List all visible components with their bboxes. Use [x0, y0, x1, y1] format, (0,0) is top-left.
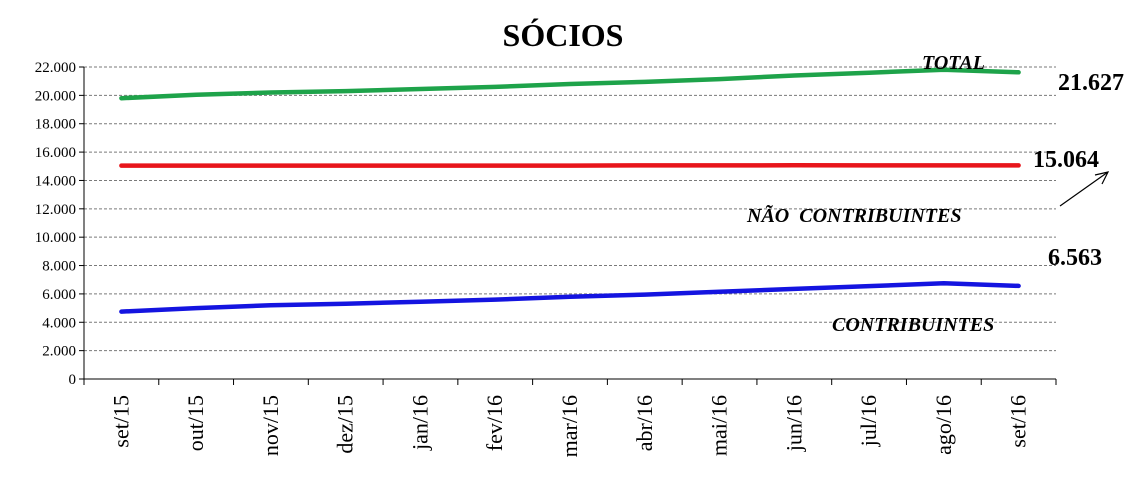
series-label-total: TOTAL	[922, 52, 985, 74]
series-label-nao-contribuintes: NÃO CONTRIBUINTES	[746, 204, 961, 227]
series-lines	[119, 67, 1021, 314]
axes	[83, 67, 1056, 380]
x-tick-label: jul/16	[856, 395, 881, 447]
series-line-0	[119, 67, 1021, 101]
x-tick-label: jan/16	[407, 395, 432, 451]
pointer-arrow-icon	[1059, 171, 1110, 207]
y-tick-label: 4.000	[42, 315, 76, 331]
chart-title: SÓCIOS	[503, 17, 624, 53]
end-label-total: 21.627	[1058, 70, 1124, 96]
series-label-contribuintes: CONTRIBUINTES	[832, 314, 994, 336]
end-label-contribuintes: 6.563	[1048, 245, 1102, 271]
x-tick-label: out/15	[183, 395, 208, 451]
y-tick-label: 20.000	[35, 88, 76, 104]
x-axis-ticks: set/15 out/15 nov/15 dez/15 jan/16 fev/16 mar/…	[83, 379, 1057, 457]
x-tick-label: set/15	[108, 395, 133, 448]
y-tick-label: 12.000	[35, 202, 76, 218]
y-tick-label: 14.000	[35, 173, 76, 189]
y-tick-label: 16.000	[35, 145, 76, 161]
y-tick-label: 6.000	[42, 287, 76, 303]
x-tick-label: dez/15	[333, 395, 358, 454]
y-tick-label: 10.000	[35, 230, 76, 246]
series-line-2	[119, 281, 1021, 314]
x-tick-label: mai/16	[707, 395, 732, 456]
y-tick-label: 0	[69, 372, 77, 388]
gridlines	[84, 66, 1056, 352]
x-tick-label: jun/16	[781, 395, 806, 452]
y-axis-ticks: 0 2.000 4.000 6.000 8.000 10.000 12.000 14.000 1…	[35, 60, 84, 388]
y-tick-label: 22.000	[35, 60, 76, 76]
x-tick-label: fev/16	[482, 395, 507, 451]
x-tick-label: abr/16	[632, 395, 657, 451]
y-tick-label: 8.000	[42, 259, 76, 275]
x-tick-label: set/16	[1006, 395, 1031, 448]
x-tick-label: nov/15	[258, 395, 283, 456]
x-tick-label: ago/16	[931, 395, 956, 455]
y-tick-label: 2.000	[42, 344, 76, 360]
x-tick-label: mar/16	[557, 395, 582, 457]
y-tick-label: 18.000	[35, 117, 76, 133]
end-label-nao-contribuintes: 15.064	[1033, 147, 1099, 173]
